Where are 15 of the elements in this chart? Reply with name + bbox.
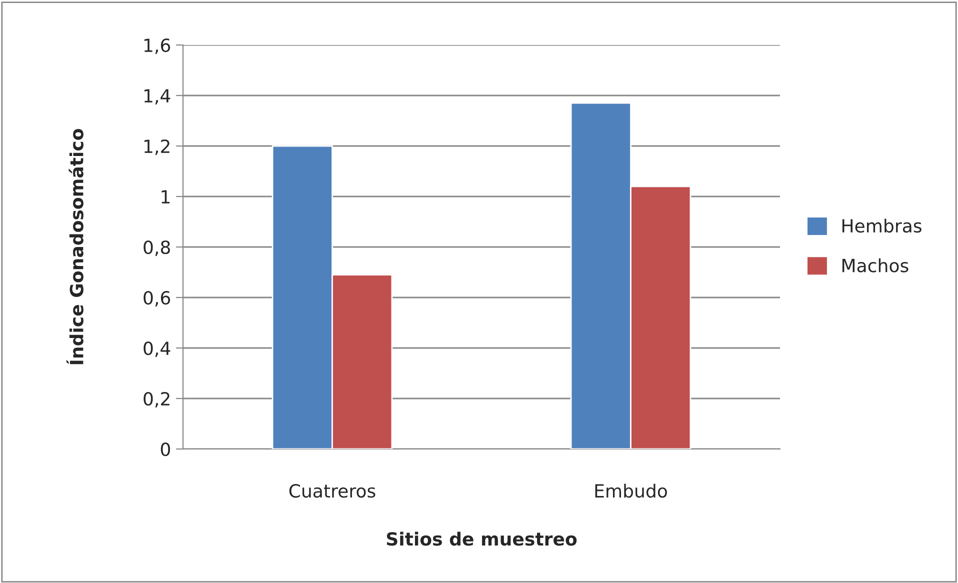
y-tick-label: 1,2: [144, 139, 170, 155]
y-tick-label: 0,8: [144, 240, 170, 256]
y-tick-label: 1,4: [144, 89, 170, 104]
legend-label: Hembras: [842, 218, 922, 233]
y-tick-label: 1: [162, 190, 170, 204]
x-tick-label: Embudo: [595, 484, 667, 498]
y-tick-label: 0: [160, 442, 170, 456]
y-axis-title: Índice Gonadosomático: [66, 128, 84, 364]
y-tick-label: 0,2: [144, 392, 170, 408]
y-tick-label: 0,6: [144, 290, 170, 306]
x-tick-label: Cuatreros: [289, 484, 376, 498]
legend-label: Machos: [842, 258, 908, 272]
x-axis-title: Sitios de muestreo: [386, 532, 577, 546]
y-tick-label: 0,4: [144, 341, 170, 357]
y-tick-label: 1,6: [144, 38, 170, 54]
